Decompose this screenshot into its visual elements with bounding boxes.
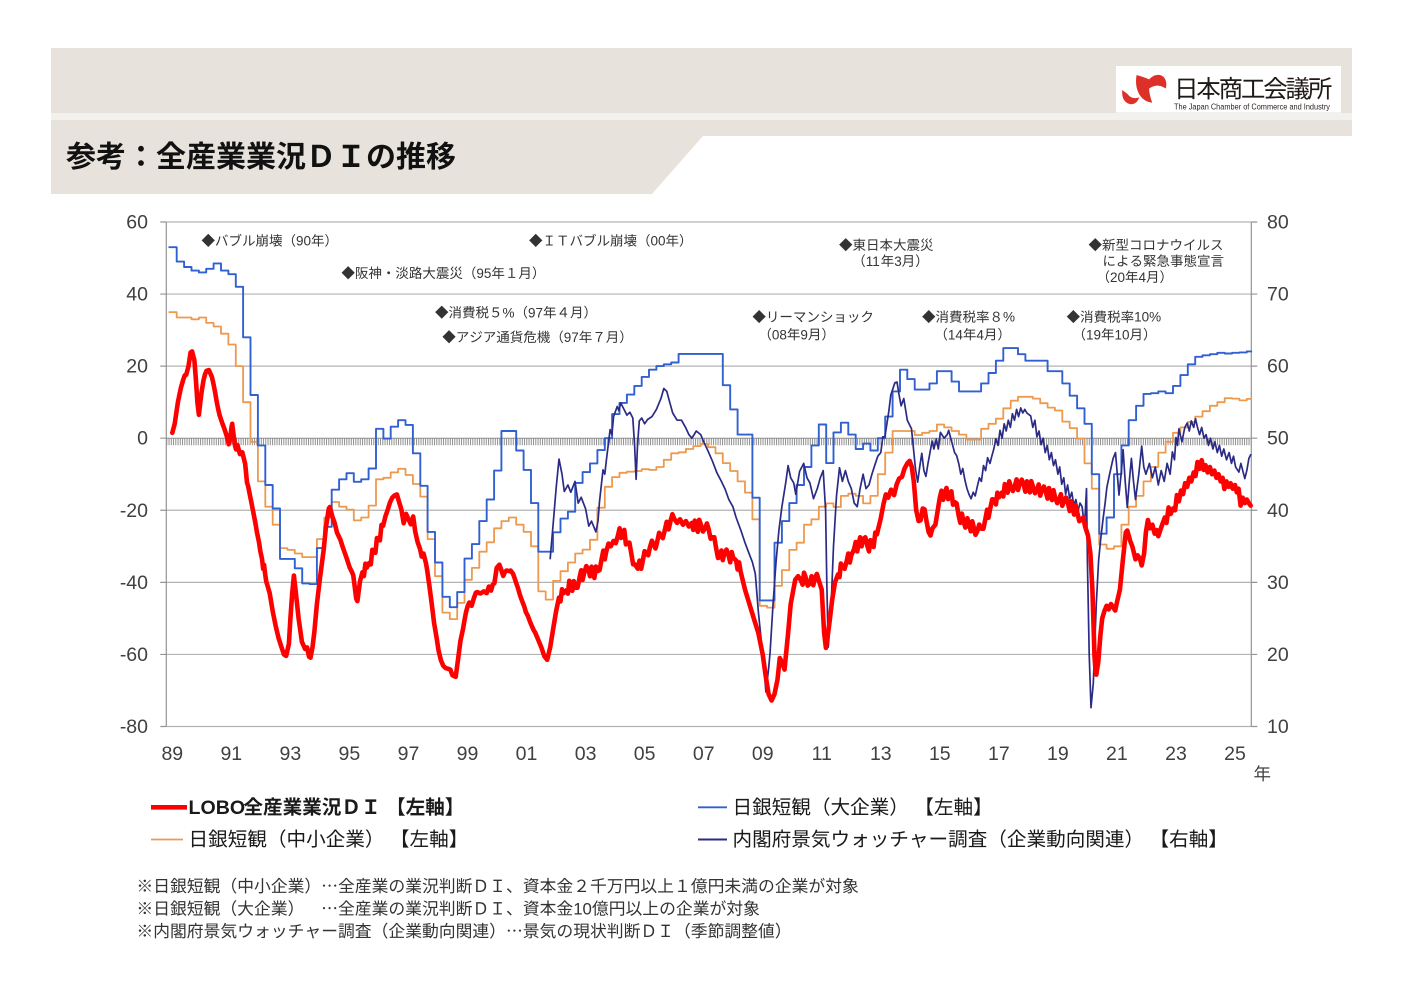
svg-text:40: 40 (126, 284, 148, 306)
svg-text:15: 15 (929, 743, 951, 765)
svg-text:99: 99 (457, 743, 479, 765)
svg-text:00: 00 (651, 234, 666, 249)
svg-text:97: 97 (398, 743, 420, 765)
svg-text:10: 10 (573, 900, 592, 919)
svg-text:17: 17 (988, 743, 1010, 765)
svg-text:09: 09 (752, 743, 774, 765)
svg-text:08: 08 (772, 327, 787, 342)
svg-text:9: 9 (800, 327, 808, 342)
svg-text:97: 97 (528, 305, 543, 320)
svg-text:91: 91 (220, 743, 242, 765)
svg-text:-20: -20 (120, 500, 148, 522)
svg-text:93: 93 (280, 743, 302, 765)
svg-text:4: 4 (976, 327, 984, 342)
svg-text:-40: -40 (120, 572, 148, 594)
svg-text:%: % (503, 305, 515, 320)
svg-text:40: 40 (1267, 500, 1289, 522)
svg-text:07: 07 (693, 743, 715, 765)
svg-text:23: 23 (1165, 743, 1187, 765)
svg-text:80: 80 (1267, 212, 1289, 234)
svg-text:97: 97 (564, 330, 579, 345)
svg-text:0: 0 (137, 428, 148, 450)
svg-text:50: 50 (1267, 428, 1289, 450)
svg-text:3: 3 (894, 254, 902, 269)
svg-text:13: 13 (870, 743, 892, 765)
svg-text:-60: -60 (120, 644, 148, 666)
svg-text:01: 01 (516, 743, 538, 765)
svg-text:19: 19 (1086, 327, 1101, 342)
svg-text:19: 19 (1047, 743, 1069, 765)
svg-text:70: 70 (1267, 284, 1289, 306)
svg-text:10: 10 (1115, 327, 1130, 342)
svg-text:60: 60 (1267, 356, 1289, 378)
svg-text:11: 11 (866, 254, 880, 269)
svg-text:05: 05 (634, 743, 656, 765)
svg-text:20: 20 (126, 356, 148, 378)
svg-text:90: 90 (296, 234, 311, 249)
svg-text:%: % (1003, 310, 1015, 325)
svg-text:10%: 10% (1134, 310, 1161, 325)
svg-text:20: 20 (1110, 270, 1125, 285)
svg-text:20: 20 (1267, 644, 1289, 666)
svg-text:30: 30 (1267, 572, 1289, 594)
svg-text:95: 95 (476, 266, 491, 281)
svg-text:14: 14 (948, 327, 964, 342)
svg-text:4: 4 (1139, 270, 1147, 285)
svg-text:03: 03 (575, 743, 597, 765)
svg-text:89: 89 (161, 743, 183, 765)
svg-text:LOBO: LOBO (189, 797, 246, 819)
svg-text:95: 95 (339, 743, 361, 765)
svg-text:10: 10 (1267, 716, 1289, 738)
svg-text:The Japan Chamber of Commerce: The Japan Chamber of Commerce and Indust… (1174, 103, 1330, 112)
svg-text:-80: -80 (120, 716, 148, 738)
svg-text:25: 25 (1224, 743, 1246, 765)
svg-text:60: 60 (126, 212, 148, 234)
svg-text:21: 21 (1106, 743, 1128, 765)
svg-text:11: 11 (812, 743, 832, 765)
